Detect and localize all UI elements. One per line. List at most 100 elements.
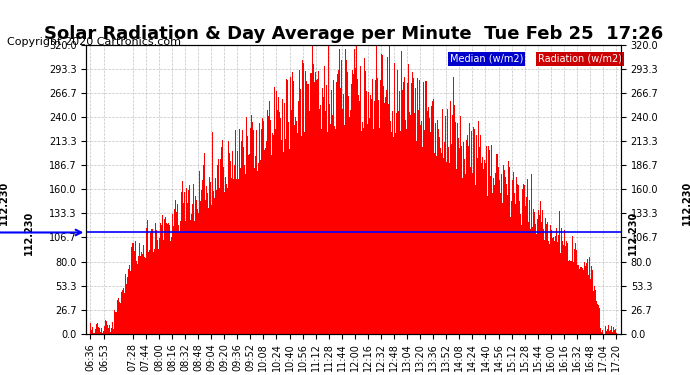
Bar bbox=[117, 300, 118, 334]
Bar bbox=[337, 74, 338, 334]
Bar bbox=[495, 202, 497, 334]
Bar bbox=[294, 124, 295, 334]
Bar bbox=[353, 107, 355, 334]
Bar bbox=[569, 260, 570, 334]
Bar bbox=[216, 125, 217, 334]
Bar bbox=[461, 171, 462, 334]
Bar bbox=[597, 304, 598, 334]
Bar bbox=[219, 159, 221, 334]
Bar bbox=[124, 293, 125, 334]
Bar bbox=[520, 214, 521, 334]
Bar bbox=[491, 187, 493, 334]
Bar bbox=[267, 110, 268, 334]
Bar bbox=[515, 204, 516, 334]
Bar bbox=[209, 177, 210, 334]
Bar bbox=[564, 230, 565, 334]
Bar bbox=[298, 101, 299, 334]
Bar bbox=[477, 121, 479, 334]
Bar bbox=[303, 63, 304, 334]
Bar bbox=[409, 112, 410, 334]
Bar bbox=[293, 81, 294, 334]
Bar bbox=[256, 110, 257, 334]
Bar bbox=[259, 160, 261, 334]
Bar bbox=[433, 100, 435, 334]
Bar bbox=[408, 64, 409, 334]
Bar bbox=[286, 78, 288, 334]
Bar bbox=[326, 133, 328, 334]
Bar bbox=[427, 111, 428, 334]
Bar bbox=[95, 329, 96, 334]
Bar bbox=[549, 249, 551, 334]
Bar bbox=[307, 84, 308, 334]
Bar bbox=[448, 147, 449, 334]
Bar bbox=[191, 214, 192, 334]
Bar bbox=[364, 58, 365, 334]
Text: Median (w/m2): Median (w/m2) bbox=[450, 54, 523, 64]
Bar bbox=[302, 60, 303, 334]
Bar bbox=[436, 156, 437, 334]
Bar bbox=[210, 206, 212, 334]
Bar bbox=[289, 149, 290, 334]
Bar bbox=[506, 184, 507, 334]
Bar bbox=[535, 234, 537, 334]
Bar bbox=[600, 328, 601, 334]
Bar bbox=[534, 212, 535, 334]
Bar bbox=[203, 196, 204, 334]
Bar bbox=[247, 120, 248, 334]
Bar bbox=[508, 161, 509, 334]
Bar bbox=[610, 330, 611, 334]
Bar bbox=[186, 188, 187, 334]
Bar bbox=[441, 153, 442, 334]
Bar bbox=[555, 237, 556, 334]
Bar bbox=[166, 224, 167, 334]
Bar bbox=[562, 251, 564, 334]
Bar bbox=[97, 323, 98, 334]
Bar bbox=[574, 249, 575, 334]
Bar bbox=[264, 150, 265, 334]
Bar bbox=[277, 97, 279, 334]
Bar bbox=[504, 165, 506, 334]
Bar bbox=[94, 333, 95, 334]
Bar bbox=[538, 210, 539, 334]
Bar bbox=[176, 227, 177, 334]
Bar bbox=[134, 251, 135, 334]
Bar bbox=[377, 78, 378, 334]
Bar bbox=[544, 245, 546, 334]
Bar bbox=[414, 113, 415, 334]
Bar bbox=[254, 168, 255, 334]
Bar bbox=[181, 192, 182, 334]
Bar bbox=[598, 306, 600, 334]
Bar bbox=[310, 74, 311, 334]
Bar bbox=[413, 78, 414, 334]
Bar bbox=[517, 184, 518, 334]
Bar bbox=[244, 165, 245, 334]
Bar bbox=[168, 222, 169, 334]
Bar bbox=[133, 243, 134, 334]
Bar bbox=[498, 167, 499, 334]
Bar bbox=[479, 171, 480, 334]
Bar bbox=[333, 80, 334, 334]
Bar bbox=[469, 123, 470, 334]
Bar bbox=[252, 102, 253, 334]
Bar bbox=[464, 170, 466, 334]
Bar bbox=[101, 328, 102, 334]
Bar bbox=[227, 188, 228, 334]
Bar bbox=[225, 122, 226, 334]
Bar bbox=[592, 270, 593, 334]
Bar bbox=[424, 129, 426, 334]
Bar bbox=[160, 223, 161, 334]
Bar bbox=[362, 122, 363, 334]
Bar bbox=[352, 70, 353, 334]
Bar bbox=[150, 233, 151, 334]
Bar bbox=[115, 312, 116, 334]
Bar bbox=[137, 264, 138, 334]
Bar bbox=[159, 238, 160, 334]
Bar bbox=[132, 243, 133, 334]
Bar bbox=[567, 249, 569, 334]
Bar bbox=[250, 116, 252, 334]
Bar bbox=[274, 142, 275, 334]
Bar bbox=[402, 70, 404, 334]
Bar bbox=[499, 180, 500, 334]
Bar bbox=[221, 147, 222, 334]
Bar bbox=[338, 70, 339, 334]
